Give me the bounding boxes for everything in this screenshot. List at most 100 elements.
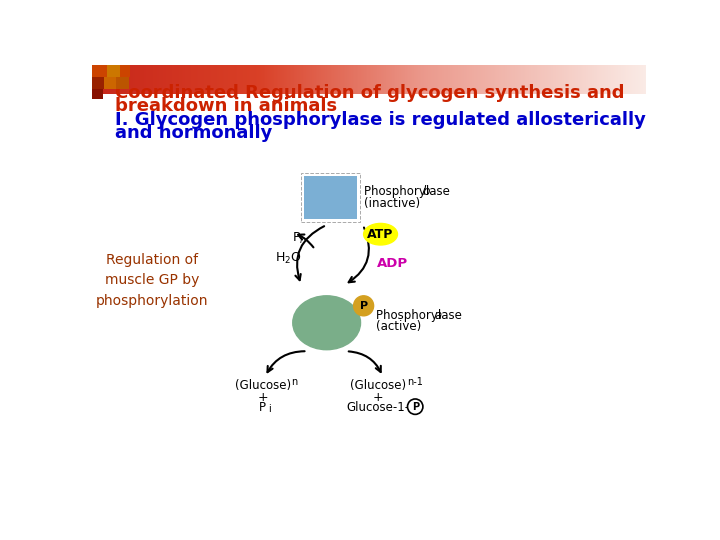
Bar (261, 65, 262, 94)
Bar (494, 65, 495, 94)
Bar (516, 65, 517, 94)
Text: breakdown in animals: breakdown in animals (115, 97, 337, 115)
Bar (433, 65, 434, 94)
Bar (244, 65, 245, 94)
Bar (454, 65, 455, 94)
Bar (92, 90, 102, 99)
Bar (560, 65, 561, 94)
Bar (166, 65, 167, 94)
Bar (486, 65, 487, 94)
Bar (245, 65, 246, 94)
Bar (237, 65, 238, 94)
Bar (466, 65, 467, 94)
Bar (183, 65, 184, 94)
Bar (373, 65, 374, 94)
Bar (446, 65, 447, 94)
Bar (472, 65, 473, 94)
Text: P$_i$: P$_i$ (292, 231, 304, 246)
Bar (507, 65, 508, 94)
Bar (266, 65, 267, 94)
Bar (368, 65, 369, 94)
Bar (485, 65, 486, 94)
Bar (510, 65, 511, 94)
Bar (456, 65, 457, 94)
Bar (259, 65, 260, 94)
Bar (285, 65, 286, 94)
Bar (621, 65, 622, 94)
Bar (196, 65, 197, 94)
Text: n-1: n-1 (407, 377, 423, 387)
Bar (231, 65, 232, 94)
Bar (323, 65, 324, 94)
Bar (251, 65, 252, 94)
Bar (99, 65, 100, 94)
Bar (519, 65, 520, 94)
Bar (581, 65, 582, 94)
Bar (448, 65, 449, 94)
Bar (359, 65, 360, 94)
Bar (631, 65, 632, 94)
Bar (127, 65, 128, 94)
Bar (452, 65, 453, 94)
Bar (594, 65, 595, 94)
Bar (534, 65, 535, 94)
Bar (219, 65, 220, 94)
Bar (320, 65, 321, 94)
Text: ATP: ATP (367, 228, 394, 241)
Bar (576, 65, 577, 94)
Bar (512, 65, 513, 94)
Bar (445, 65, 446, 94)
Text: and hormonally: and hormonally (115, 124, 272, 142)
Bar (425, 65, 426, 94)
Bar (98, 65, 99, 94)
Bar (234, 65, 235, 94)
Bar (611, 65, 612, 94)
Bar (339, 65, 340, 94)
Bar (117, 77, 129, 90)
Bar (441, 65, 442, 94)
Bar (168, 65, 170, 94)
Bar (603, 65, 604, 94)
Bar (437, 65, 438, 94)
Bar (257, 65, 258, 94)
Bar (100, 65, 101, 94)
Bar (367, 65, 368, 94)
Ellipse shape (364, 224, 397, 245)
Bar (639, 65, 640, 94)
Bar (645, 65, 647, 94)
Bar (453, 65, 454, 94)
Bar (361, 65, 362, 94)
Bar (230, 65, 231, 94)
Bar (430, 65, 431, 94)
Bar (438, 65, 439, 94)
Bar (181, 65, 182, 94)
Bar (158, 65, 159, 94)
Bar (95, 65, 96, 94)
Text: n: n (291, 377, 297, 387)
Bar (270, 65, 271, 94)
Bar (160, 65, 161, 94)
Bar (289, 65, 290, 94)
Bar (297, 65, 298, 94)
Text: (Glucose): (Glucose) (235, 379, 291, 392)
Bar (469, 65, 470, 94)
Bar (220, 65, 221, 94)
Bar (343, 65, 344, 94)
Bar (392, 65, 393, 94)
Bar (137, 65, 138, 94)
Bar (175, 65, 176, 94)
Bar (562, 65, 563, 94)
Bar (243, 65, 244, 94)
Bar (578, 65, 579, 94)
Bar (157, 65, 158, 94)
Bar (348, 65, 349, 94)
Bar (171, 65, 172, 94)
Bar (217, 65, 218, 94)
Bar (597, 65, 598, 94)
Bar (493, 65, 494, 94)
Bar (291, 65, 292, 94)
Bar (129, 65, 130, 94)
Text: P: P (259, 401, 266, 414)
Bar (334, 65, 335, 94)
Bar (162, 65, 163, 94)
